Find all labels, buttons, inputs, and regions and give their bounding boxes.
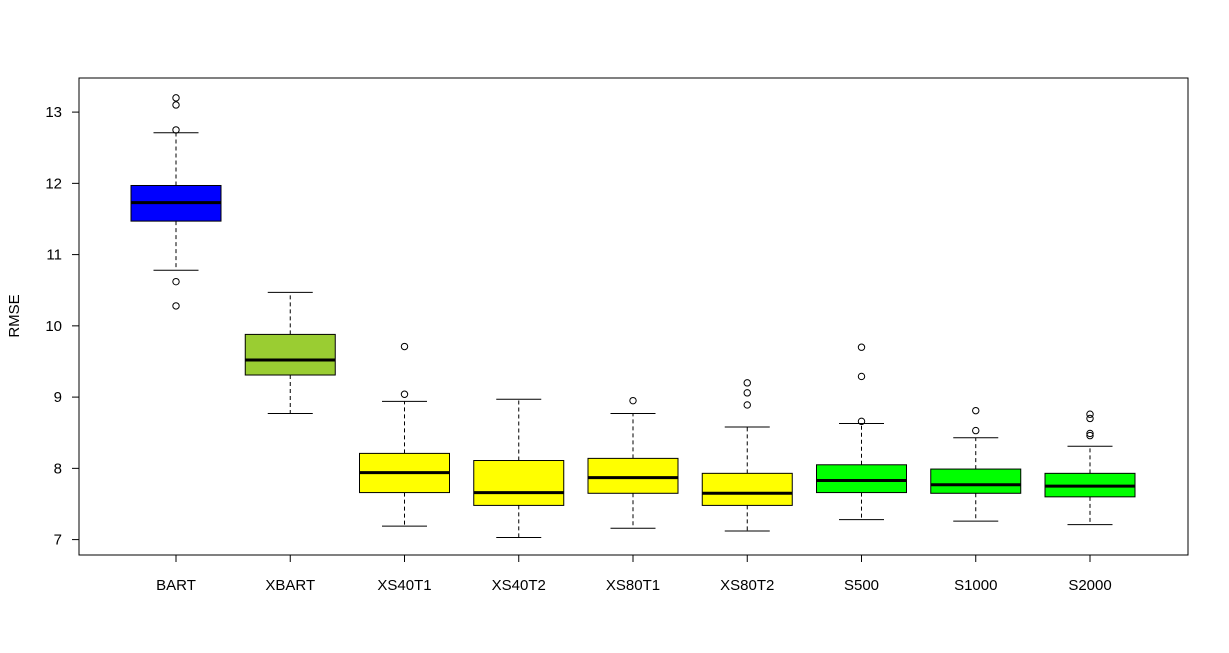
outlier-point xyxy=(400,390,409,398)
x-tick-label: XS40T2 xyxy=(492,577,546,594)
iqr-box xyxy=(244,333,336,376)
outlier-point xyxy=(743,379,751,387)
x-tick-label: XBART xyxy=(265,577,315,594)
outlier-point xyxy=(857,343,866,351)
outlier-point xyxy=(172,94,180,102)
y-tick-label: 7 xyxy=(54,532,62,549)
y-tick-label: 13 xyxy=(45,104,62,121)
iqr-box xyxy=(930,468,1022,494)
iqr-box xyxy=(816,464,907,494)
x-tick-label: S500 xyxy=(844,577,879,594)
outlier-point xyxy=(743,389,751,397)
outlier-point xyxy=(857,417,866,426)
box-s1000 xyxy=(930,406,1022,522)
x-tick-label: S1000 xyxy=(954,577,997,594)
box-s2000 xyxy=(1044,410,1136,526)
outlier-point xyxy=(972,406,980,415)
outlier-point xyxy=(972,426,980,435)
x-tick-label: XS80T1 xyxy=(606,577,660,594)
outlier-point xyxy=(1086,410,1094,418)
box-xs80t2 xyxy=(701,379,793,532)
outlier-point xyxy=(1086,429,1094,438)
outlier-point xyxy=(172,302,180,310)
box-xs80t1 xyxy=(587,396,679,529)
y-tick-label: 8 xyxy=(54,460,62,477)
outlier-point xyxy=(172,277,180,286)
outlier-point xyxy=(629,396,637,405)
x-tick-label: XS80T2 xyxy=(720,577,774,594)
y-tick-label: 9 xyxy=(54,389,62,406)
outlier-point xyxy=(400,342,409,351)
outlier-point xyxy=(1086,414,1094,423)
box-xs40t2 xyxy=(473,398,565,538)
box-s500 xyxy=(816,343,907,521)
outlier-point xyxy=(857,372,866,381)
box-xs40t1 xyxy=(359,342,450,527)
y-tick-label: 12 xyxy=(45,175,62,192)
x-tick-label: XS40T1 xyxy=(377,577,431,594)
outlier-point xyxy=(172,101,180,109)
box-bart xyxy=(130,94,222,310)
outlier-point xyxy=(1086,431,1094,440)
x-tick-label: S2000 xyxy=(1068,577,1111,594)
y-axis: 7 8 9 10 11 12 13 xyxy=(45,104,80,549)
x-tick-label: BART xyxy=(156,577,196,594)
y-axis-label: RMSE xyxy=(6,294,23,337)
iqr-box xyxy=(587,457,679,494)
box-xbart xyxy=(244,291,336,414)
x-axis: BART XBART XS40T1 XS40T2 XS80T1 XS80T2 S500 S10… xyxy=(156,554,1112,594)
boxes-layer xyxy=(130,94,1136,538)
y-tick-label: 10 xyxy=(45,318,62,335)
iqr-box xyxy=(473,460,565,506)
iqr-box xyxy=(701,472,793,506)
outlier-point xyxy=(172,126,180,134)
y-tick-label: 11 xyxy=(46,247,62,264)
outlier-point xyxy=(743,401,751,409)
